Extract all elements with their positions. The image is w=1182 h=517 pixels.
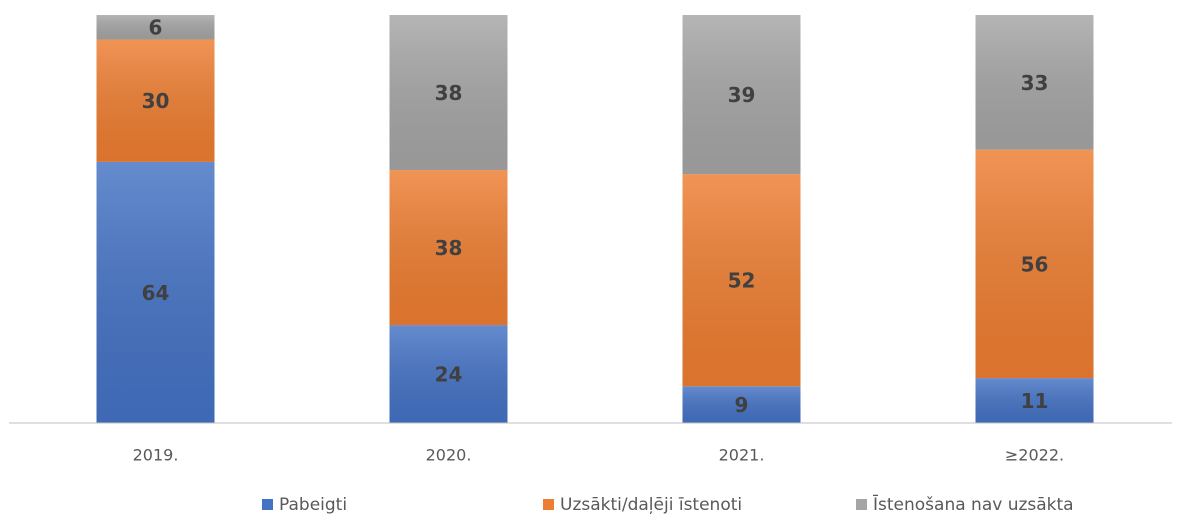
legend-swatch	[262, 499, 273, 510]
bar-shade	[975, 378, 1094, 423]
bar-shade	[682, 386, 801, 423]
legend-label: Īstenošana nav uzsākta	[873, 493, 1074, 515]
data-label: 30	[142, 89, 170, 113]
bar-shade	[389, 15, 508, 171]
data-label: 33	[1021, 71, 1049, 95]
legend-swatch	[856, 499, 867, 510]
data-label: 64	[142, 281, 170, 305]
data-label: 9	[735, 393, 749, 417]
legend-swatch	[543, 499, 554, 510]
bar-shade	[682, 174, 801, 387]
bar-shade	[96, 15, 215, 40]
legend-label: Uzsākti/daļēji īstenoti	[560, 495, 742, 515]
bar-shade	[96, 39, 215, 162]
bar-shade	[682, 15, 801, 175]
bar-shade	[96, 161, 215, 423]
bar-shade	[975, 149, 1094, 379]
data-label: 38	[435, 236, 463, 260]
x-tick-label: 2021.	[719, 446, 765, 465]
x-tick-label: 2019.	[133, 446, 179, 465]
bar-shade	[389, 325, 508, 423]
data-label: 11	[1021, 389, 1049, 413]
bar-shade	[389, 170, 508, 326]
data-label: 38	[435, 81, 463, 105]
bar-shade	[975, 15, 1094, 150]
data-label: 56	[1021, 252, 1049, 276]
data-label: 39	[728, 83, 756, 107]
legend-label: Pabeigti	[279, 495, 347, 515]
data-label: 6	[149, 16, 163, 40]
x-tick-label: 2020.	[426, 446, 472, 465]
data-label: 24	[435, 363, 463, 387]
x-tick-label: ≥2022.	[1005, 446, 1064, 465]
data-label: 52	[728, 269, 756, 293]
